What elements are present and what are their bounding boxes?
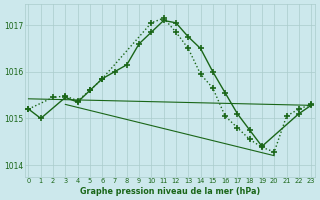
- X-axis label: Graphe pression niveau de la mer (hPa): Graphe pression niveau de la mer (hPa): [80, 187, 260, 196]
